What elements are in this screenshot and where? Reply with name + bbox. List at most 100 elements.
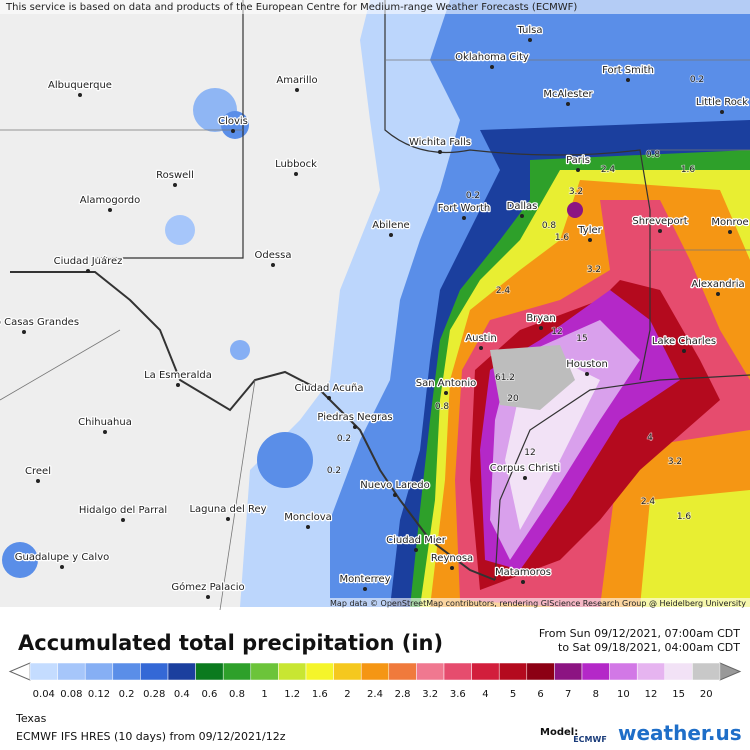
city-label: Tulsa [516, 25, 542, 36]
legend-swatch [84, 662, 114, 681]
model-logo: ECMWF [573, 735, 607, 744]
city-label: Matamoros [495, 567, 551, 578]
city-dot [658, 229, 662, 233]
city-label: Clovis [218, 116, 248, 127]
value-annotation: 15 [576, 334, 587, 344]
city-dot [226, 517, 230, 521]
city-dot [393, 493, 397, 497]
legend-label: 7 [565, 689, 571, 700]
legend-swatch [333, 662, 362, 681]
legend-label: 0.4 [174, 689, 190, 700]
value-annotation: 0.2 [690, 75, 704, 85]
value-annotation: 1.6 [681, 165, 696, 175]
legend-swatch [29, 662, 58, 681]
legend-swatch [388, 662, 417, 681]
city-label: Piedras Negras [317, 412, 392, 423]
legend-swatch [471, 662, 500, 681]
city-dot [173, 183, 177, 187]
value-annotation: 0.2 [337, 434, 351, 444]
city-label: Dallas [507, 201, 538, 212]
city-label: Corpus Christi [490, 463, 560, 474]
legend-label: 15 [672, 689, 685, 700]
city-dot [231, 129, 235, 133]
borders [0, 0, 750, 611]
city-label: Chihuahua [78, 417, 132, 428]
map-credit: Map data © OpenStreetMap contributors, r… [330, 599, 746, 608]
legend-swatch [112, 662, 141, 681]
city-label: Gómez Palacio [171, 581, 244, 593]
value-annotation: 1.6 [555, 233, 570, 243]
city-label: Abilene [372, 220, 409, 231]
legend-swatch [167, 662, 196, 681]
value-annotation: 0.8 [542, 221, 557, 231]
city-dot [86, 269, 90, 273]
city-label: Fort Worth [438, 203, 491, 214]
model-run: ECMWF IFS HRES (10 days) from 09/12/2021… [16, 730, 286, 743]
city-dot [521, 580, 525, 584]
city-dot [327, 396, 331, 400]
value-annotations: 61.2 12 15 20 12 3.2 2.4 1.6 0.8 0.8 1.6 3.2 2.4 4 3.2… [326, 74, 705, 523]
city-dot [206, 595, 210, 599]
model-label: Model: [540, 727, 578, 738]
legend-arrow-left [8, 662, 31, 681]
city-dot [389, 233, 393, 237]
legend-label: 8 [593, 689, 599, 700]
legend-swatch [498, 662, 528, 681]
legend-swatch [222, 662, 252, 681]
city-label: Reynosa [431, 553, 473, 564]
legend-label: 0.28 [143, 689, 165, 700]
legend-swatch [581, 662, 610, 681]
city-dot [306, 525, 310, 529]
legend-panel: Accumulated total precipitation (in) Fro… [8, 627, 742, 745]
legend-label: 6 [537, 689, 543, 700]
value-annotation: 3.2 [569, 187, 583, 197]
legend-label: 1.2 [284, 689, 300, 700]
city-dot [60, 565, 64, 569]
city-dot [108, 208, 112, 212]
legend-label: 0.6 [201, 689, 217, 700]
city-dot [720, 110, 724, 114]
legend-label: 5 [510, 689, 516, 700]
city-label: Amarillo [276, 75, 317, 86]
legend-swatch [692, 662, 721, 681]
value-annotation: 1.6 [677, 512, 692, 522]
city-label: Monroe [711, 217, 748, 228]
legend-label: 3.6 [450, 689, 466, 700]
city-label: Lake Charles [652, 336, 716, 347]
city-dot [585, 372, 589, 376]
city-label: Hidalgo del Parral [79, 505, 167, 516]
city-label: Albuquerque [48, 80, 112, 91]
legend-label: 3.2 [422, 689, 438, 700]
value-annotation: 0.8 [646, 150, 661, 160]
city-label: Houston [566, 359, 608, 370]
city-dot [438, 150, 442, 154]
legend-swatch [636, 662, 666, 681]
value-annotation: 0.2 [327, 466, 341, 476]
city-dot [528, 38, 532, 42]
legend-label: 20 [700, 689, 713, 700]
legend-swatch [664, 662, 693, 681]
period-start: From Sun 09/12/2021, 07:00am CDT [539, 627, 740, 640]
legend-title: Accumulated total precipitation (in) [18, 631, 443, 655]
value-annotation: 2.4 [601, 165, 616, 175]
city-dot [490, 65, 494, 69]
legend-label: 10 [617, 689, 630, 700]
city-dot [176, 383, 180, 387]
city-dot [523, 476, 527, 480]
city-label: Shreveport [632, 216, 687, 227]
city-dot [539, 326, 543, 330]
legend-swatch [443, 662, 472, 681]
city-label: McAlester [543, 89, 593, 100]
legend-arrow-right [719, 662, 742, 681]
city-label: Alexandria [691, 279, 744, 290]
legend-swatch [526, 662, 555, 681]
city-label: Bryan [526, 313, 555, 324]
city-dot [294, 172, 298, 176]
city-label: Nuevo Laredo [360, 480, 429, 491]
period-end: to Sat 09/18/2021, 04:00am CDT [558, 641, 740, 654]
city-label: Little Rock [696, 97, 748, 108]
value-annotation: 2.4 [496, 286, 511, 296]
legend-label: 2 [344, 689, 350, 700]
city-dot [450, 566, 454, 570]
city-dot [728, 230, 732, 234]
